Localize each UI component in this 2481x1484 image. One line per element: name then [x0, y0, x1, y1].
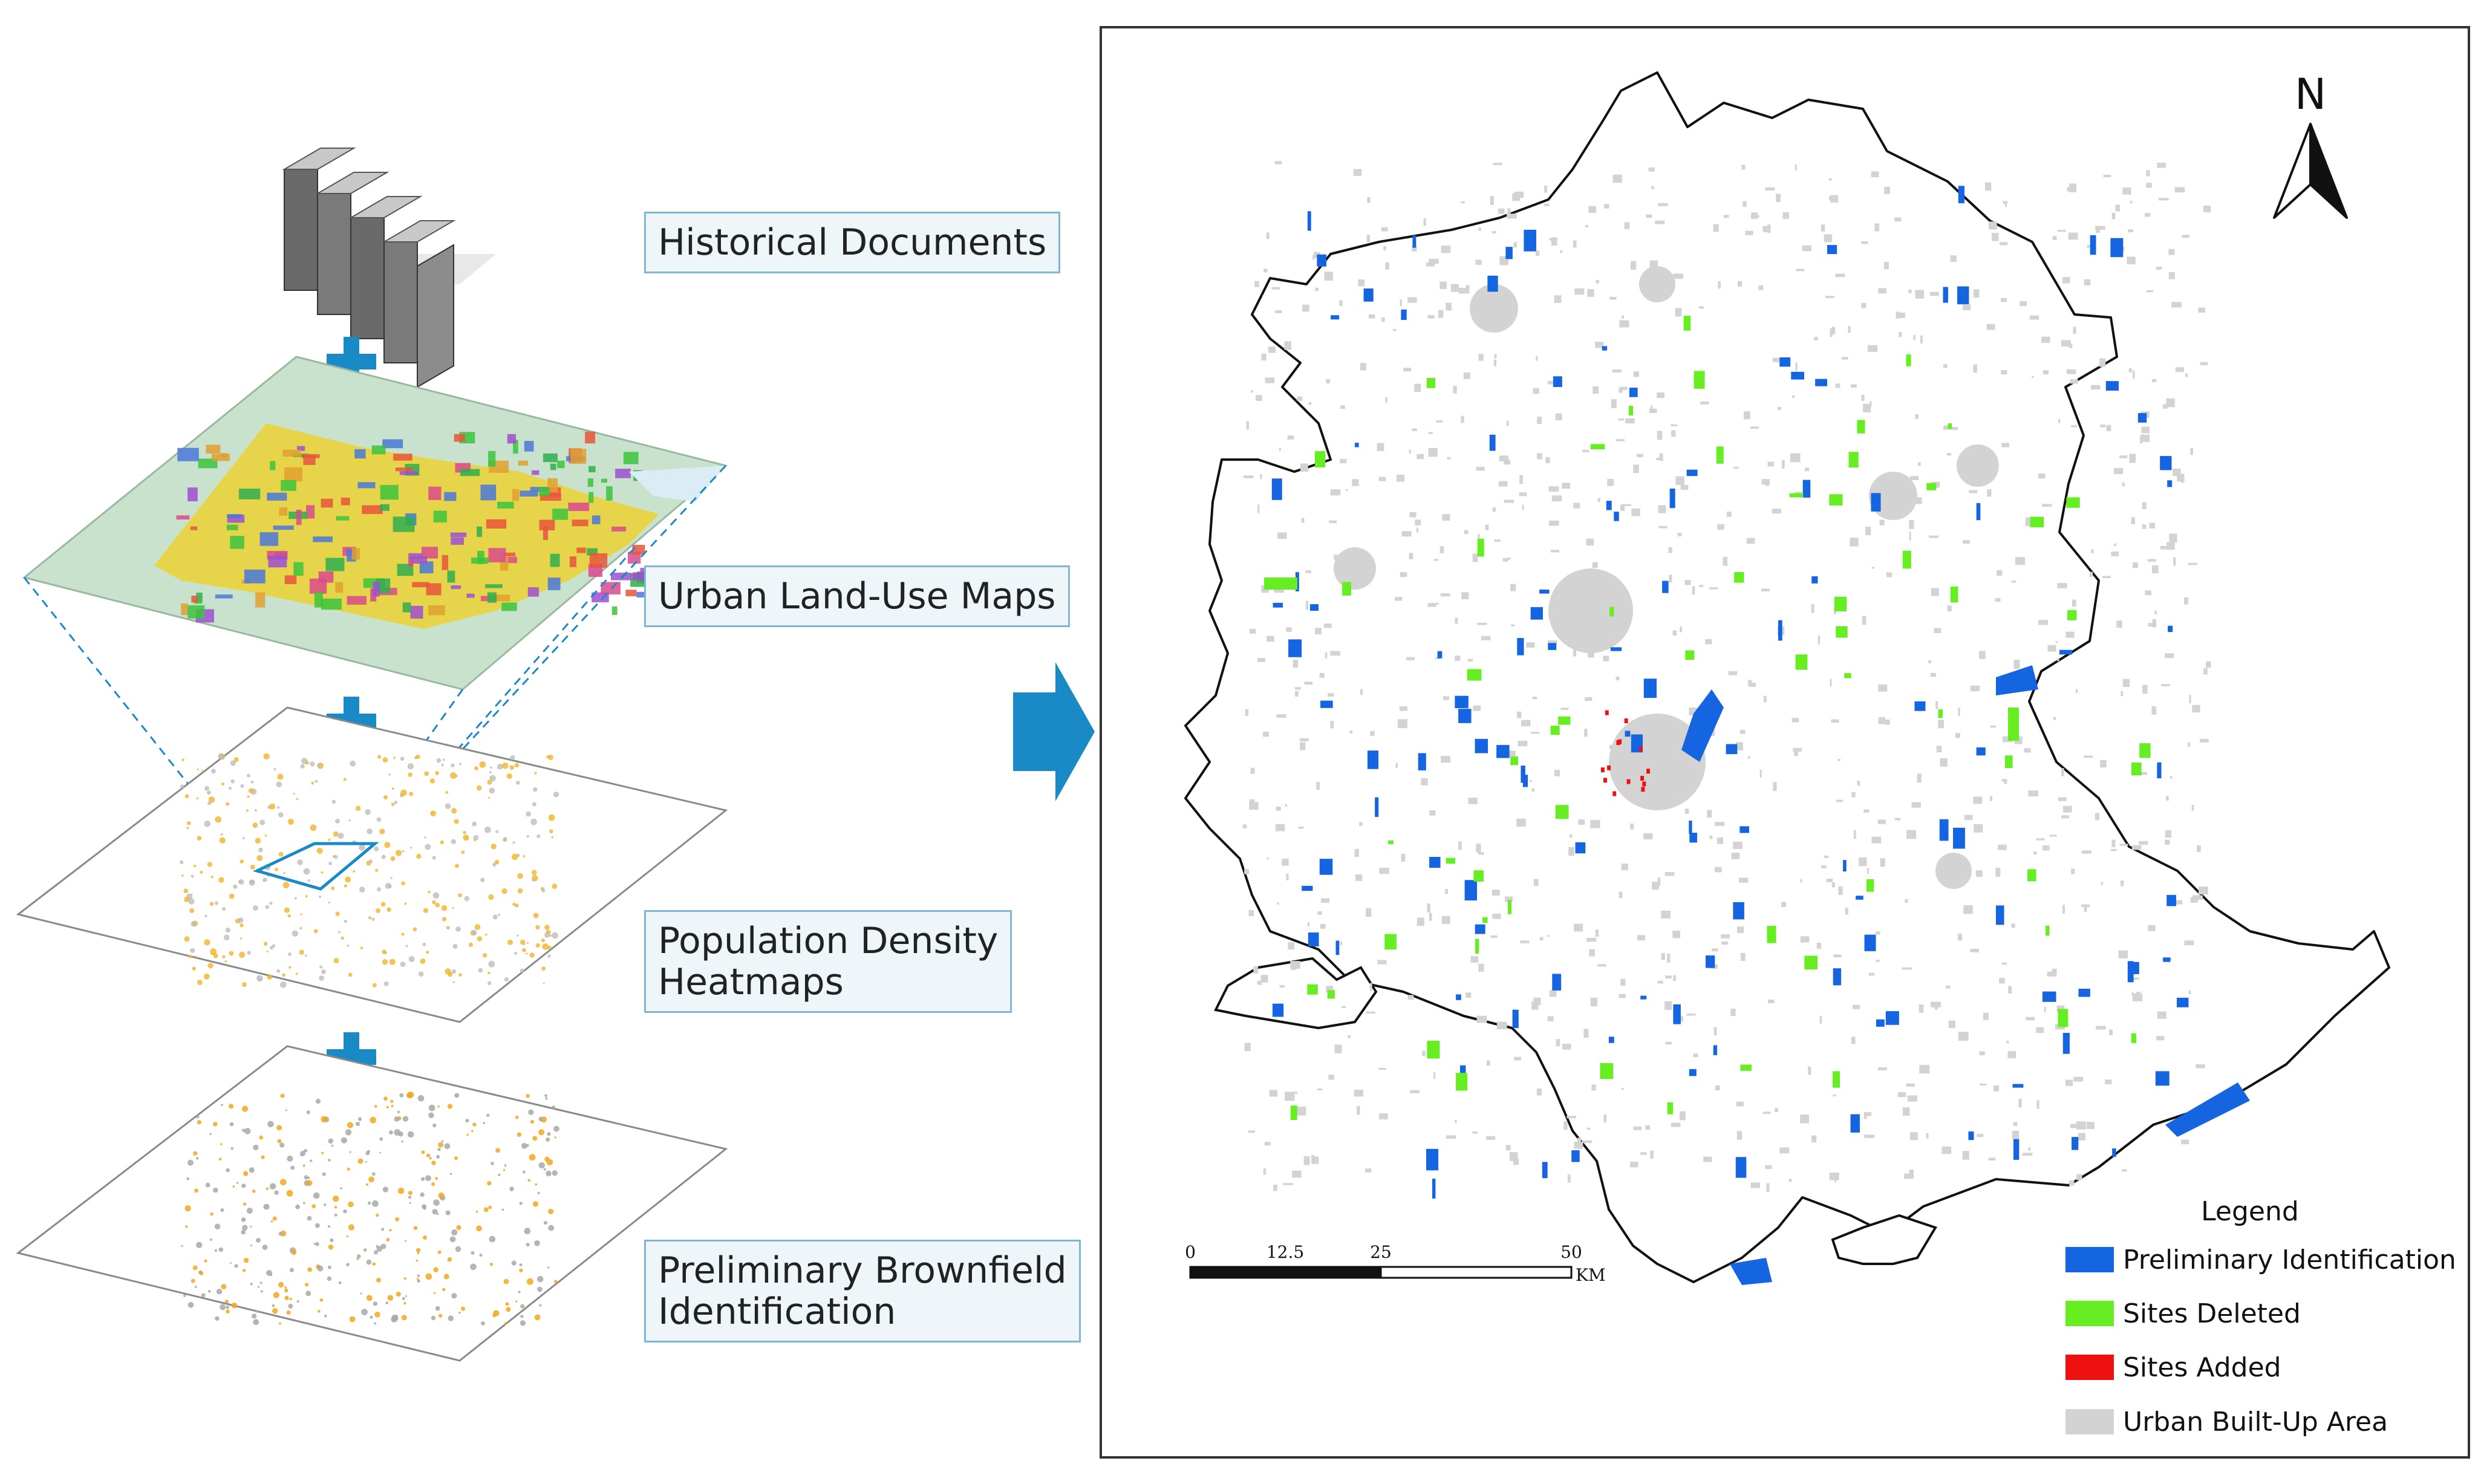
legend-item: Sites Added: [2065, 1352, 2281, 1383]
legend-item: Urban Built-Up Area: [2065, 1407, 2388, 1437]
step-label-line: Population Density: [658, 920, 999, 962]
north-label: N: [2295, 70, 2326, 119]
legend: Legend Preliminary Identification Sites …: [2065, 1196, 2456, 1437]
population-density-layer: [16, 706, 728, 1023]
step-label-line: Heatmaps: [658, 961, 844, 1003]
legend-item: Preliminary Identification: [2065, 1245, 2456, 1275]
legend-label: Preliminary Identification: [2123, 1245, 2456, 1275]
scale-tick-label: 50: [1560, 1242, 1582, 1262]
legend-title: Legend: [2201, 1196, 2299, 1227]
books-icon: [282, 148, 496, 388]
step-label-line: Identification: [658, 1290, 896, 1333]
preliminary-brownfield-layer: [16, 1045, 728, 1362]
north-arrow-icon: N: [2273, 70, 2348, 219]
legend-label: Sites Deleted: [2123, 1298, 2301, 1329]
flow-arrow-icon: [1013, 662, 1095, 801]
scale-bar: 0 12.5 25 50 KM: [1185, 1242, 1606, 1285]
study-area-map: [1184, 71, 2390, 1285]
legend-label: Sites Added: [2123, 1352, 2281, 1383]
legend-item: Sites Deleted: [2065, 1298, 2301, 1329]
legend-label: Urban Built-Up Area: [2123, 1407, 2388, 1437]
step-label-line: Urban Land-Use Maps: [658, 575, 1056, 617]
legend-swatch: [2065, 1409, 2114, 1434]
scale-tick-label: 25: [1370, 1242, 1392, 1262]
scale-unit: KM: [1576, 1265, 1606, 1285]
legend-swatch: [2065, 1301, 2114, 1326]
scale-tick-label: 12.5: [1267, 1242, 1304, 1262]
step-urban-land-use-maps: Urban Land-Use Maps: [644, 565, 1070, 627]
scale-tick-label: 0: [1185, 1242, 1196, 1262]
step-label-line: Preliminary Brownfield: [658, 1249, 1067, 1292]
legend-swatch: [2065, 1247, 2114, 1272]
step-preliminary-brownfield-identification: Preliminary Brownfield Identification: [644, 1240, 1081, 1342]
step-historical-documents: Historical Documents: [644, 212, 1061, 273]
land-use-map-layer: [22, 356, 728, 691]
step-label-line: Historical Documents: [658, 221, 1047, 264]
step-population-density-heatmaps: Population Density Heatmaps: [644, 910, 1012, 1013]
legend-swatch: [2065, 1355, 2114, 1380]
